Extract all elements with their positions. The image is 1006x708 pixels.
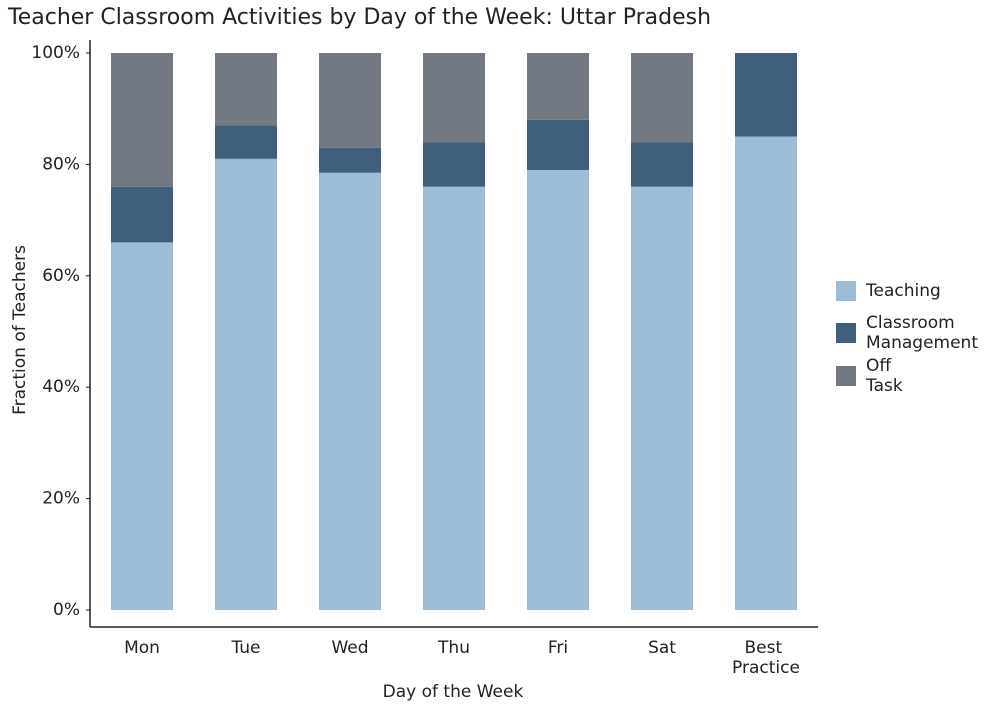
bar-segment: [527, 169, 589, 610]
bar-segment: [111, 53, 173, 187]
bar-segment: [423, 186, 485, 610]
bar-segment: [215, 125, 277, 159]
y-tick-label: 60%: [42, 266, 80, 286]
x-tick-label: Sat: [648, 638, 676, 658]
legend-swatch: [836, 323, 856, 343]
bar-segment: [215, 53, 277, 126]
bar-segment: [735, 53, 797, 137]
bar-segment: [423, 53, 485, 143]
y-tick-label: 0%: [53, 600, 80, 620]
bar-segment: [527, 53, 589, 120]
x-tick-label: Wed: [331, 638, 368, 658]
bar-segment: [631, 186, 693, 610]
bar-segment: [111, 242, 173, 610]
x-tick-label: Mon: [124, 638, 160, 658]
legend-swatch: [836, 281, 856, 301]
x-axis-label: Day of the Week: [383, 682, 524, 702]
bar-segment: [215, 158, 277, 610]
x-tick-label: Tue: [230, 638, 260, 658]
legend-label: Teaching: [865, 281, 941, 301]
bar-segment: [319, 53, 381, 148]
y-tick-label: 20%: [42, 489, 80, 509]
chart-title: Teacher Classroom Activities by Day of t…: [7, 5, 711, 30]
bar-segment: [631, 53, 693, 143]
y-tick-label: 40%: [42, 377, 80, 397]
y-tick-label: 80%: [42, 154, 80, 174]
legend-label: Off Task: [865, 356, 903, 396]
legend-swatch: [836, 366, 856, 386]
x-tick-label: Thu: [437, 638, 470, 658]
bar-segment: [111, 186, 173, 243]
y-axis-label: Fraction of Teachers: [10, 245, 30, 415]
bar-segment: [319, 172, 381, 610]
x-tick-label: Best Practice: [732, 638, 800, 678]
bar-segment: [423, 142, 485, 187]
bar-segment: [735, 136, 797, 611]
x-tick-label: Fri: [548, 638, 568, 658]
y-tick-label: 100%: [31, 43, 80, 63]
legend-label: Classroom Management: [866, 313, 978, 353]
bar-segment: [631, 142, 693, 187]
bar-segment: [319, 147, 381, 173]
bar-segment: [527, 119, 589, 170]
